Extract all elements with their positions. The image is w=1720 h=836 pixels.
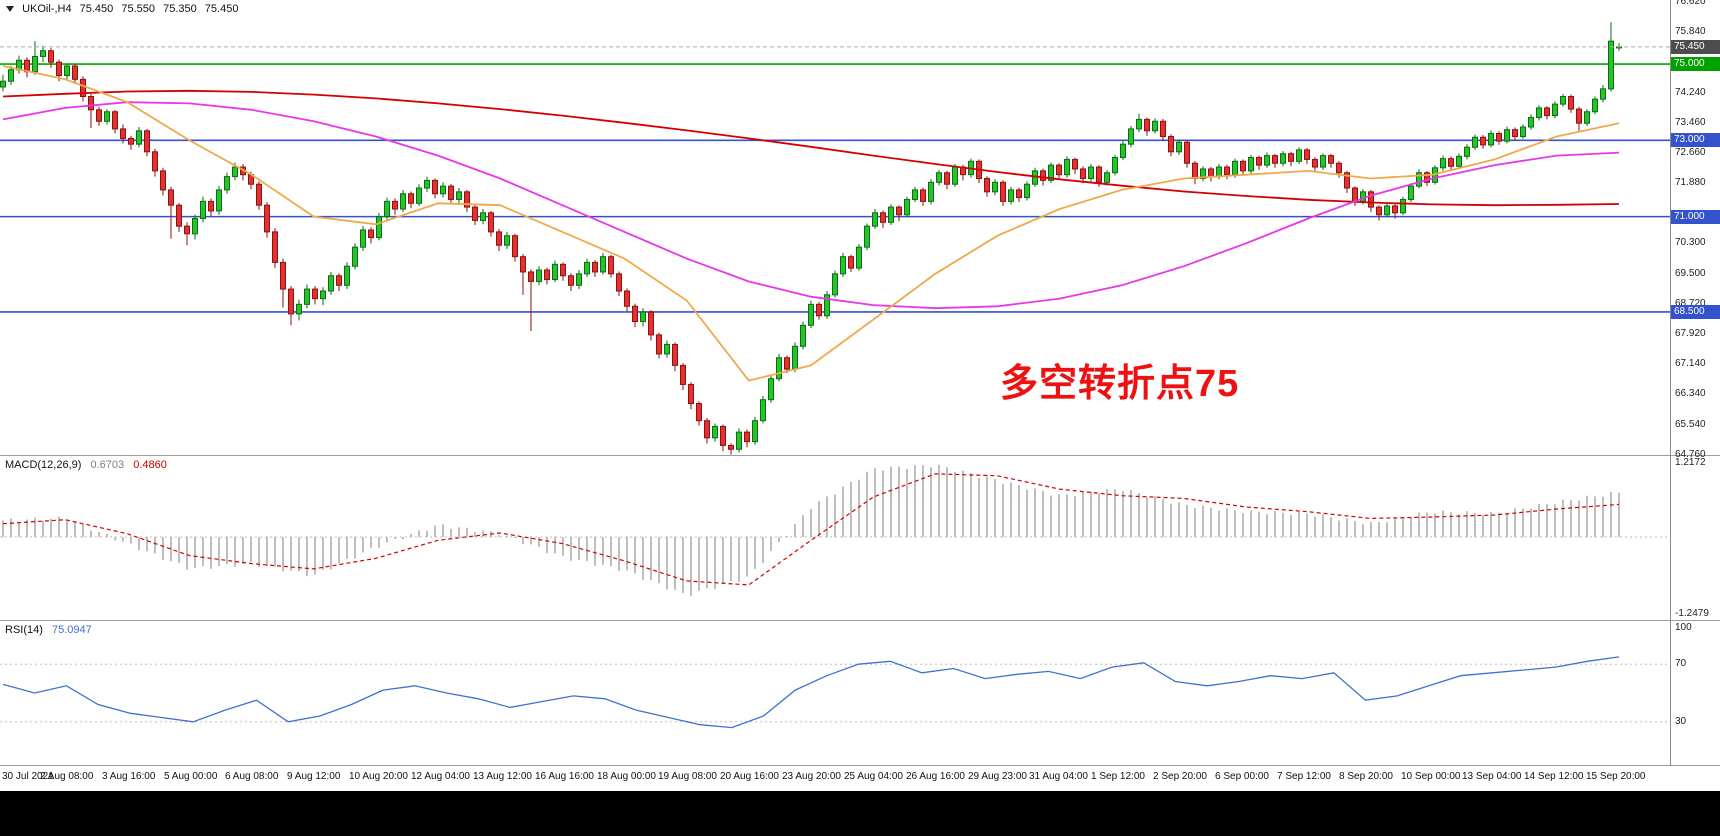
- time-axis-label: 26 Aug 16:00: [906, 771, 965, 782]
- rsi-axis-label: 70: [1675, 658, 1687, 670]
- time-axis-label: 14 Sep 12:00: [1524, 771, 1584, 782]
- panel-separator[interactable]: [0, 455, 1720, 456]
- price-axis-label: 69.500: [1675, 267, 1706, 279]
- time-axis-label: 25 Aug 04:00: [844, 771, 903, 782]
- price-axis-label: 70.300: [1675, 237, 1706, 249]
- price-axis-label: 67.140: [1675, 357, 1706, 369]
- time-axis-label: 6 Sep 00:00: [1215, 771, 1269, 782]
- price-axis-label: 76.620: [1675, 0, 1706, 8]
- macd-axis-label: 1.2172: [1675, 457, 1706, 468]
- symbol-period-label: UKOil-,H4: [22, 3, 72, 15]
- time-axis-label: 29 Aug 23:00: [968, 771, 1027, 782]
- candlestick-plot[interactable]: [0, 0, 1670, 455]
- time-axis-label: 19 Aug 08:00: [658, 771, 717, 782]
- time-axis-label: 7 Sep 12:00: [1277, 771, 1331, 782]
- price-axis-label: 71.880: [1675, 177, 1706, 189]
- time-axis-label: 5 Aug 00:00: [164, 771, 218, 782]
- time-axis-label: 2 Sep 20:00: [1153, 771, 1207, 782]
- price-badge: 75.000: [1671, 57, 1720, 72]
- time-axis-label: 10 Aug 20:00: [349, 771, 408, 782]
- macd-plot[interactable]: [0, 456, 1670, 620]
- rsi-axis-label: 100: [1675, 622, 1692, 633]
- rsi-axis-label: 30: [1675, 715, 1687, 727]
- rsi-label: RSI(14): [5, 624, 43, 636]
- time-axis-label: 9 Aug 12:00: [287, 771, 341, 782]
- time-axis-label: 15 Sep 20:00: [1586, 771, 1646, 782]
- price-axis-label: 74.240: [1675, 87, 1706, 99]
- price-badge: 75.450: [1671, 39, 1720, 54]
- time-axis-label: 8 Sep 20:00: [1339, 771, 1393, 782]
- time-axis-label: 30 Jul 2021: [2, 771, 54, 782]
- price-axis-label: 72.660: [1675, 147, 1706, 159]
- rsi-value: 75.0947: [51, 624, 92, 636]
- macd-label: MACD(12,26,9): [5, 459, 82, 471]
- time-axis-label: 16 Aug 16:00: [535, 771, 594, 782]
- price-axis-label: 68.720: [1675, 297, 1706, 309]
- ohlc-high: 75.550: [121, 3, 156, 15]
- time-axis-label: 31 Aug 04:00: [1029, 771, 1088, 782]
- time-axis-label: 13 Sep 04:00: [1462, 771, 1522, 782]
- price-axis-label: 75.840: [1675, 26, 1706, 38]
- price-badge: 68.500: [1671, 304, 1720, 319]
- price-axis-label: 67.920: [1675, 328, 1706, 340]
- price-axis-label: 66.340: [1675, 388, 1706, 400]
- price-badge: 71.000: [1671, 209, 1720, 224]
- time-axis-label: 13 Aug 12:00: [473, 771, 532, 782]
- rsi-plot[interactable]: [0, 621, 1670, 765]
- time-axis-label: 18 Aug 00:00: [597, 771, 656, 782]
- time-axis-label: 10 Sep 00:00: [1401, 771, 1461, 782]
- ohlc-open: 75.450: [79, 3, 114, 15]
- chart-text-annotation[interactable]: 多空转折点75: [1000, 363, 1240, 405]
- ohlc-low: 75.350: [163, 3, 197, 15]
- time-axis-label: 3 Aug 16:00: [102, 771, 156, 782]
- macd-value-main: 0.6703: [90, 459, 125, 471]
- panel-separator[interactable]: [0, 620, 1720, 621]
- time-axis-label: 20 Aug 16:00: [720, 771, 779, 782]
- macd-header: MACD(12,26,9) 0.6703 0.4860: [5, 459, 167, 471]
- macd-value-signal: 0.4860: [133, 459, 167, 471]
- price-axis-border: [1670, 0, 1671, 766]
- price-axis[interactable]: 76.620 75.840 74.240 73.460 72.660 71.880 70.3…: [1671, 0, 1720, 766]
- ohlc-close: 75.450: [204, 3, 239, 15]
- panel-separator: [0, 765, 1720, 766]
- time-axis-label: 23 Aug 20:00: [782, 771, 841, 782]
- time-axis-label: 1 Sep 12:00: [1091, 771, 1145, 782]
- price-axis-label: 65.540: [1675, 418, 1706, 430]
- chart-ohlc-header: UKOil-,H4 75.450 75.550 75.350 75.450: [6, 3, 243, 15]
- chart-collapse-arrow-icon[interactable]: [6, 6, 14, 13]
- bottom-bar: [0, 791, 1720, 836]
- price-badge: 73.000: [1671, 133, 1720, 148]
- time-axis[interactable]: 30 Jul 2021 2 Aug 08:00 3 Aug 16:00 5 Aug 0…: [0, 766, 1720, 791]
- rsi-header: RSI(14) 75.0947: [5, 624, 92, 636]
- price-axis-label: 64.760: [1675, 448, 1706, 460]
- macd-axis-label: -1.2479: [1675, 608, 1709, 619]
- time-axis-label: 12 Aug 04:00: [411, 771, 470, 782]
- time-axis-label: 2 Aug 08:00: [40, 771, 94, 782]
- time-axis-label: 6 Aug 08:00: [225, 771, 279, 782]
- price-axis-label: 73.460: [1675, 116, 1706, 128]
